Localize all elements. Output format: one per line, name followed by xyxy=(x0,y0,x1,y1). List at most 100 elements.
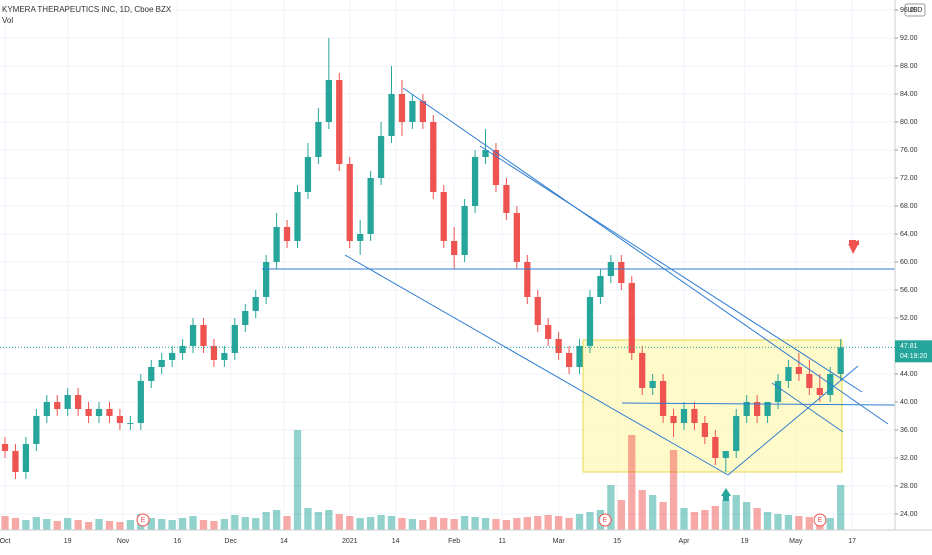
volume-bar xyxy=(346,516,354,530)
volume-bar xyxy=(471,517,479,530)
y-tick-label: 72.00 xyxy=(900,175,918,182)
volume-bar xyxy=(262,512,270,530)
candle-body xyxy=(482,149,489,157)
volume-bar xyxy=(774,514,782,530)
volume-bar xyxy=(272,510,281,530)
candle-body xyxy=(85,408,92,416)
x-tick-label: 14 xyxy=(392,538,400,545)
candle-body xyxy=(252,296,259,311)
volume-bar xyxy=(419,520,427,530)
trend-line xyxy=(402,87,889,425)
volume-bar xyxy=(366,517,375,530)
candle-body xyxy=(785,366,792,381)
currency-box[interactable] xyxy=(904,3,926,17)
candle-body xyxy=(263,261,270,297)
candle-body xyxy=(701,422,709,437)
y-tick-label: 40.00 xyxy=(900,399,918,406)
candle-body xyxy=(231,324,238,353)
x-tick-label: 17 xyxy=(848,538,856,545)
candle-body xyxy=(722,450,729,458)
up-arrow xyxy=(721,488,731,496)
volume-bar xyxy=(513,518,521,530)
candle-body xyxy=(659,380,667,416)
candle-body xyxy=(733,415,740,451)
x-tick-label: Nov xyxy=(117,538,130,545)
candle-body xyxy=(743,401,750,416)
up-arrow-stem xyxy=(723,495,729,501)
candle-body xyxy=(127,422,134,424)
volume-bar xyxy=(408,519,417,530)
volume-bar xyxy=(126,520,135,530)
volume-bar xyxy=(147,518,155,530)
candle-body xyxy=(1,443,9,451)
volume-bar xyxy=(105,521,114,530)
volume-bar xyxy=(32,517,41,530)
y-tick-label: 24.00 xyxy=(900,511,918,518)
rise-line xyxy=(727,365,859,476)
volume-bar xyxy=(64,518,72,530)
volume-bar xyxy=(523,517,531,530)
volume-bar xyxy=(231,515,239,530)
candle-body xyxy=(555,338,562,353)
volume-bar xyxy=(586,512,594,530)
drawings xyxy=(262,87,896,476)
candle-body xyxy=(534,296,541,325)
candle-body xyxy=(116,415,124,423)
volume-bar xyxy=(220,519,229,530)
volume-bar xyxy=(502,520,511,530)
candle-body xyxy=(22,443,30,472)
candle-body xyxy=(210,345,218,360)
volume-bar xyxy=(753,508,761,530)
candle-body xyxy=(513,212,520,262)
volume-bar xyxy=(335,514,343,530)
earnings-label: E xyxy=(818,517,823,524)
volume-bar xyxy=(53,521,61,530)
price-axis xyxy=(895,0,932,550)
candle-body xyxy=(816,387,823,395)
candle-body xyxy=(169,352,176,360)
volume-bar xyxy=(565,518,573,530)
candle-body xyxy=(273,226,280,262)
y-tick-label: 36.00 xyxy=(900,427,918,434)
volume-bar xyxy=(314,512,323,530)
volume-label: Vol xyxy=(2,16,13,25)
y-tick-label: 84.00 xyxy=(900,91,918,98)
candle-body xyxy=(75,394,82,409)
candle-body xyxy=(54,401,61,409)
volume-bar xyxy=(607,485,615,530)
support-line xyxy=(621,402,896,406)
volume-bar xyxy=(189,516,197,530)
down-arrow-stem xyxy=(849,240,856,246)
candle-body xyxy=(367,177,374,234)
y-tick-label: 56.00 xyxy=(900,287,918,294)
volume-bar xyxy=(492,519,500,530)
volume-bar xyxy=(387,516,396,530)
candle-body xyxy=(158,359,165,367)
candle-body xyxy=(440,191,447,241)
candle-body xyxy=(283,226,291,241)
volume-bar xyxy=(356,518,364,530)
volume-bar xyxy=(95,519,103,530)
volume-bar xyxy=(1,516,9,530)
volume-bar xyxy=(743,502,751,530)
volume-bar xyxy=(784,515,793,530)
candle-body xyxy=(95,408,103,416)
y-tick-label: 44.00 xyxy=(900,371,918,378)
candle-body xyxy=(315,122,322,157)
candle-body xyxy=(357,233,364,241)
candle-body xyxy=(242,310,249,325)
volume-bar xyxy=(481,518,490,530)
fall-line xyxy=(771,382,844,433)
last-price: 47.81 xyxy=(900,343,918,350)
volume-bar xyxy=(158,519,166,530)
x-tick-label: Apr xyxy=(679,538,691,545)
candle-body xyxy=(398,94,406,123)
x-tick-label: 19 xyxy=(64,538,72,545)
volume-bar xyxy=(325,510,333,530)
volume-bar xyxy=(638,490,646,530)
volume-bar xyxy=(210,521,218,530)
x-tick-label: Dec xyxy=(224,538,237,545)
x-tick-label: Oct xyxy=(0,538,11,545)
candle-body xyxy=(294,191,301,241)
volume-bar xyxy=(701,510,709,530)
